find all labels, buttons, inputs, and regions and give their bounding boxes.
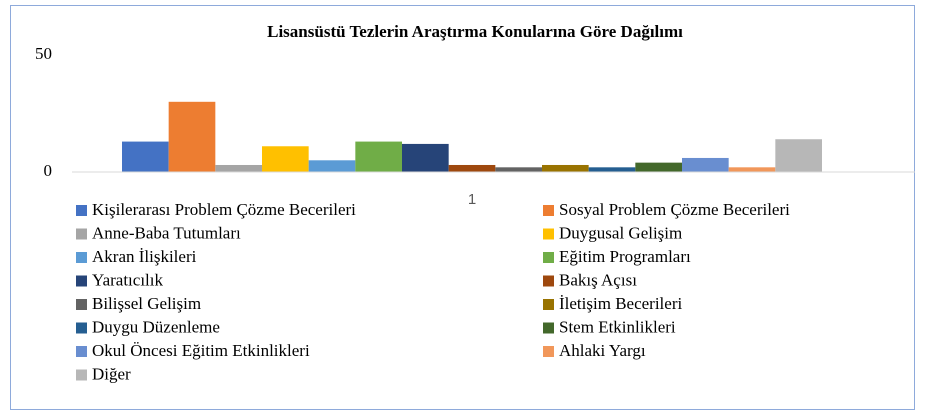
chart-title: Lisansüstü Tezlerin Araştırma Konularına… [267,22,683,41]
legend-swatch [76,228,87,240]
legend-label: Akran İlişkileri [92,247,197,266]
legend-label: Kişilerarası Problem Çözme Becerileri [92,200,356,219]
bar [308,160,356,172]
bar [355,141,402,172]
legend-swatch [76,205,87,216]
bar [448,164,496,172]
legend-label: Duygusal Gelişim [559,223,682,242]
bar [402,143,449,172]
bar [542,164,589,172]
bar [682,157,729,172]
legend-swatch [543,252,554,263]
legend-swatch [543,322,554,334]
legend-swatch [76,252,87,263]
legend-label: Duygu Düzenleme [92,317,220,336]
legend-label: Ahlaki Yargı [559,341,646,360]
bar [215,164,262,172]
bar [728,167,776,172]
legend-swatch [543,205,554,216]
legend-swatch [543,299,554,310]
bar [775,139,822,172]
bar [262,146,309,172]
legend-label: İletişim Becerileri [559,294,682,313]
bar [635,162,682,172]
legend-swatch [76,299,87,310]
bar [122,141,169,172]
legend-label: Eğitim Programları [559,247,691,266]
legend-swatch [76,275,87,287]
y-tick-label: 50 [35,44,52,63]
bar [495,167,542,172]
legend-label: Diğer [92,364,131,383]
legend-swatch [76,346,87,357]
legend-label: Okul Öncesi Eğitim Etkinlikleri [92,341,310,360]
legend-swatch [76,322,87,334]
legend-label: Stem Etkinlikleri [559,317,676,336]
legend-label: Bakış Açısı [559,270,637,289]
legend-swatch [543,346,554,357]
legend-label: Bilişsel Gelişim [92,294,201,313]
legend-label: Sosyal Problem Çözme Becerileri [559,200,790,219]
bar [588,167,636,172]
x-tick-label: 1 [468,191,476,208]
bar [168,101,216,172]
y-tick-label: 0 [44,161,53,180]
legend-swatch [543,275,554,287]
legend-swatch [76,369,87,381]
chart-border [10,5,915,410]
legend-label: Yaratıcılık [92,270,163,289]
legend-swatch [543,228,554,240]
legend-label: Anne-Baba Tutumları [92,223,241,242]
